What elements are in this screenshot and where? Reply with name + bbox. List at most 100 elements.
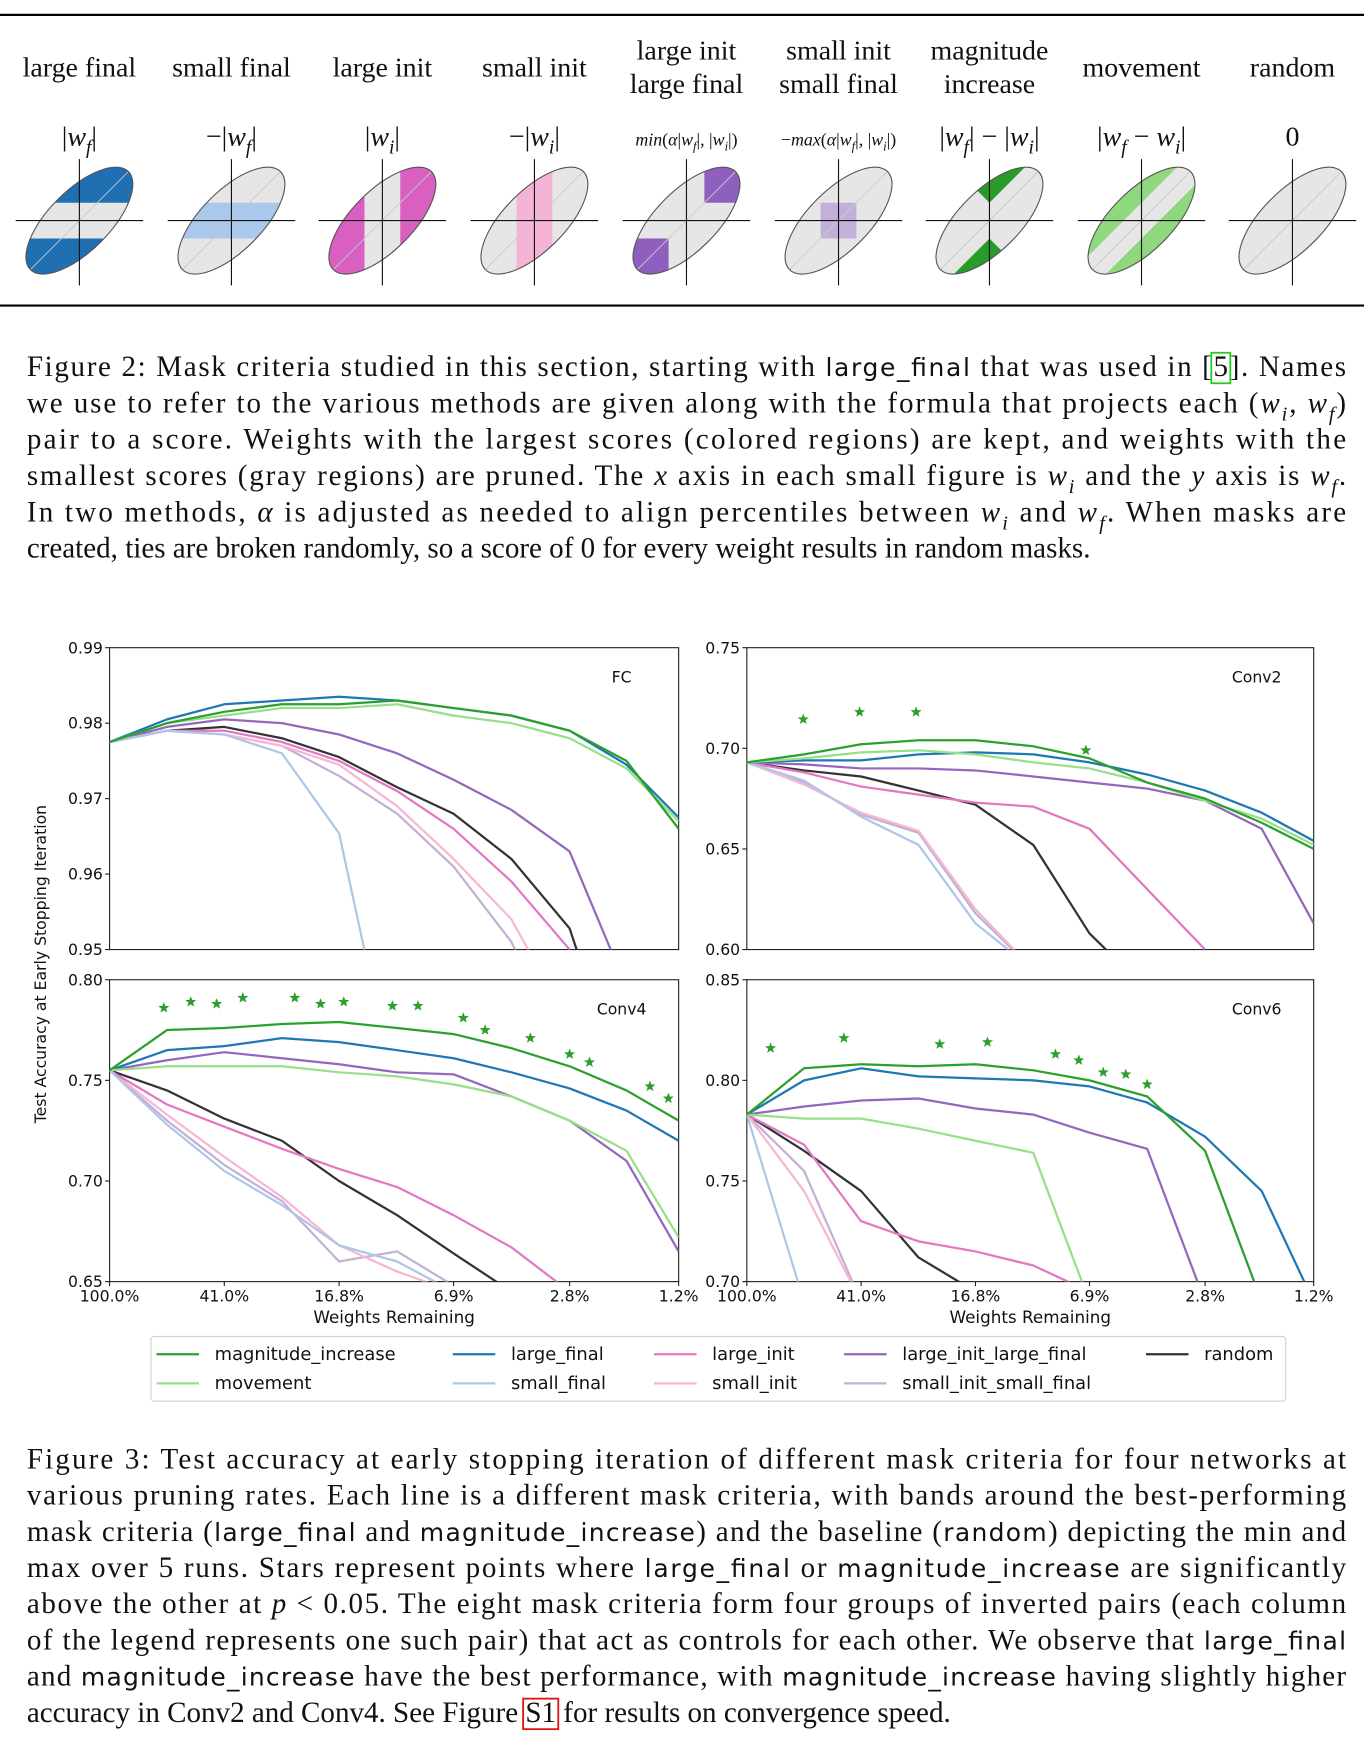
- caption-text: ): [1336, 387, 1346, 419]
- caption-text: large_final: [214, 1518, 355, 1547]
- caption-line: various pruning rates. Each line is a di…: [27, 1480, 1346, 1512]
- formula-text: min: [635, 130, 662, 150]
- significance-star: [838, 1032, 850, 1043]
- series-line: [746, 739, 1314, 850]
- caption-text: random: [943, 1518, 1046, 1547]
- column-header: large init: [333, 52, 433, 83]
- caption-line: of the legend represents one such pair) …: [27, 1624, 1346, 1656]
- caption-text: x: [653, 460, 667, 492]
- caption-text: and the: [1076, 460, 1190, 492]
- reference-link[interactable]: 5: [1214, 351, 1229, 383]
- caption-text: α: [257, 496, 273, 528]
- formula-text: −|: [206, 122, 227, 153]
- y-tick-label: 0.85: [705, 970, 740, 989]
- significance-star: [237, 992, 249, 1003]
- formula: min(α|wf|, |wi|): [635, 130, 737, 154]
- series-line: [746, 1113, 961, 1282]
- formula-text: |): [728, 130, 738, 151]
- y-tick-label: 0.60: [705, 940, 740, 959]
- caption-text: is adjusted as needed to align percentil…: [275, 496, 979, 528]
- caption-text: mask criteria (: [27, 1516, 213, 1548]
- caption-text: In two methods,: [27, 496, 255, 528]
- series-line: [746, 1113, 853, 1282]
- criterion-diagram: [768, 150, 909, 291]
- formula-text: −|: [509, 122, 530, 153]
- ellipse-outline: [25, 166, 134, 275]
- caption-text: i: [1282, 403, 1288, 425]
- caption-text: created, ties are broken randomly, so a …: [27, 533, 1091, 565]
- series-line: [109, 729, 366, 950]
- legend-label: large_final: [511, 1344, 604, 1365]
- x-tick-label: 1.2%: [1294, 1287, 1334, 1306]
- significance-star: [564, 1048, 576, 1059]
- formula-text: f: [246, 138, 254, 159]
- significance-star: [457, 1012, 469, 1023]
- caption-text: various pruning rates. Each line is a di…: [27, 1480, 1346, 1512]
- caption-text: w: [1048, 460, 1068, 492]
- ellipse-outline: [1238, 166, 1347, 275]
- formula-text: w: [945, 122, 964, 153]
- caption-text: magnitude_increase: [81, 1663, 355, 1692]
- caption-text: and: [1010, 496, 1075, 528]
- series-line: [746, 1067, 1306, 1282]
- formula-text: i: [725, 140, 729, 154]
- caption-text: smallest scores (gray regions) are prune…: [27, 460, 653, 492]
- link-box: [1210, 351, 1232, 385]
- caption-line: above the other at p < 0.05. The eight m…: [27, 1588, 1347, 1620]
- caption-text: i: [1002, 512, 1008, 534]
- criterion-diagram: [1222, 150, 1363, 291]
- significance-star: [583, 1056, 595, 1067]
- significance-star: [662, 1092, 674, 1104]
- y-tick-label: 0.75: [705, 638, 740, 657]
- caption-text: and: [357, 1516, 419, 1548]
- significance-star: [524, 1032, 536, 1043]
- caption-text: Figure 2: Mask criteria studied in this …: [27, 351, 824, 383]
- caption-text: pair to a score. Weights with the larges…: [27, 424, 1346, 456]
- column-header: large final: [630, 69, 744, 100]
- y-tick-label: 0.70: [705, 739, 740, 758]
- caption-text: magnitude_increase: [837, 1554, 1119, 1583]
- formula-text: f: [693, 140, 698, 154]
- series-line: [746, 1063, 1256, 1282]
- caption-text: w: [1310, 460, 1330, 492]
- kept-region: [9, 150, 150, 203]
- formula-text: |: [554, 122, 560, 153]
- caption-text: w: [981, 496, 1001, 528]
- significance-star: [1097, 1066, 1109, 1078]
- series-line: [109, 1069, 438, 1282]
- x-tick-label: 16.8%: [951, 1287, 1001, 1306]
- formula-text: f: [86, 138, 94, 159]
- criterion-diagram: [161, 150, 302, 291]
- formula-text: w: [1156, 122, 1175, 153]
- x-tick-label: 100.0%: [717, 1287, 777, 1306]
- caption-text: axis is: [1206, 460, 1308, 492]
- caption-text: we use to refer to the various methods a…: [27, 387, 1259, 419]
- caption-line: Figure 3: Test accuracy at early stoppin…: [27, 1443, 1346, 1475]
- series-line: [746, 761, 1206, 950]
- series-line: [109, 1051, 679, 1252]
- formula-text: w: [681, 130, 693, 150]
- formula-text: i: [549, 138, 554, 159]
- formula-text: i: [389, 138, 394, 159]
- ellipse-outline: [1087, 166, 1196, 275]
- caption-text: have the best performance, with: [356, 1661, 781, 1693]
- caption-text: w: [1308, 387, 1328, 419]
- reference-link[interactable]: S1: [525, 1697, 556, 1729]
- caption-text: ,: [1289, 387, 1305, 419]
- formula-text: f: [1121, 138, 1129, 159]
- y-tick-label: 0.70: [68, 1172, 103, 1191]
- series-line: [746, 1113, 1071, 1282]
- formula-text: w: [1103, 122, 1122, 153]
- caption-text: of the legend represents one such pair) …: [27, 1624, 1203, 1656]
- formula-text: f: [964, 138, 972, 159]
- legend-label: random: [1204, 1344, 1273, 1365]
- caption-text: f: [1331, 476, 1339, 498]
- x-tick-label: 1.2%: [659, 1287, 699, 1306]
- series-line: [746, 751, 1314, 842]
- x-tick-label: 41.0%: [199, 1287, 249, 1306]
- column-header: random: [1250, 52, 1336, 83]
- kept-region: [1071, 150, 1212, 291]
- column-header: small final: [779, 69, 898, 100]
- ellipse-outline: [935, 166, 1044, 275]
